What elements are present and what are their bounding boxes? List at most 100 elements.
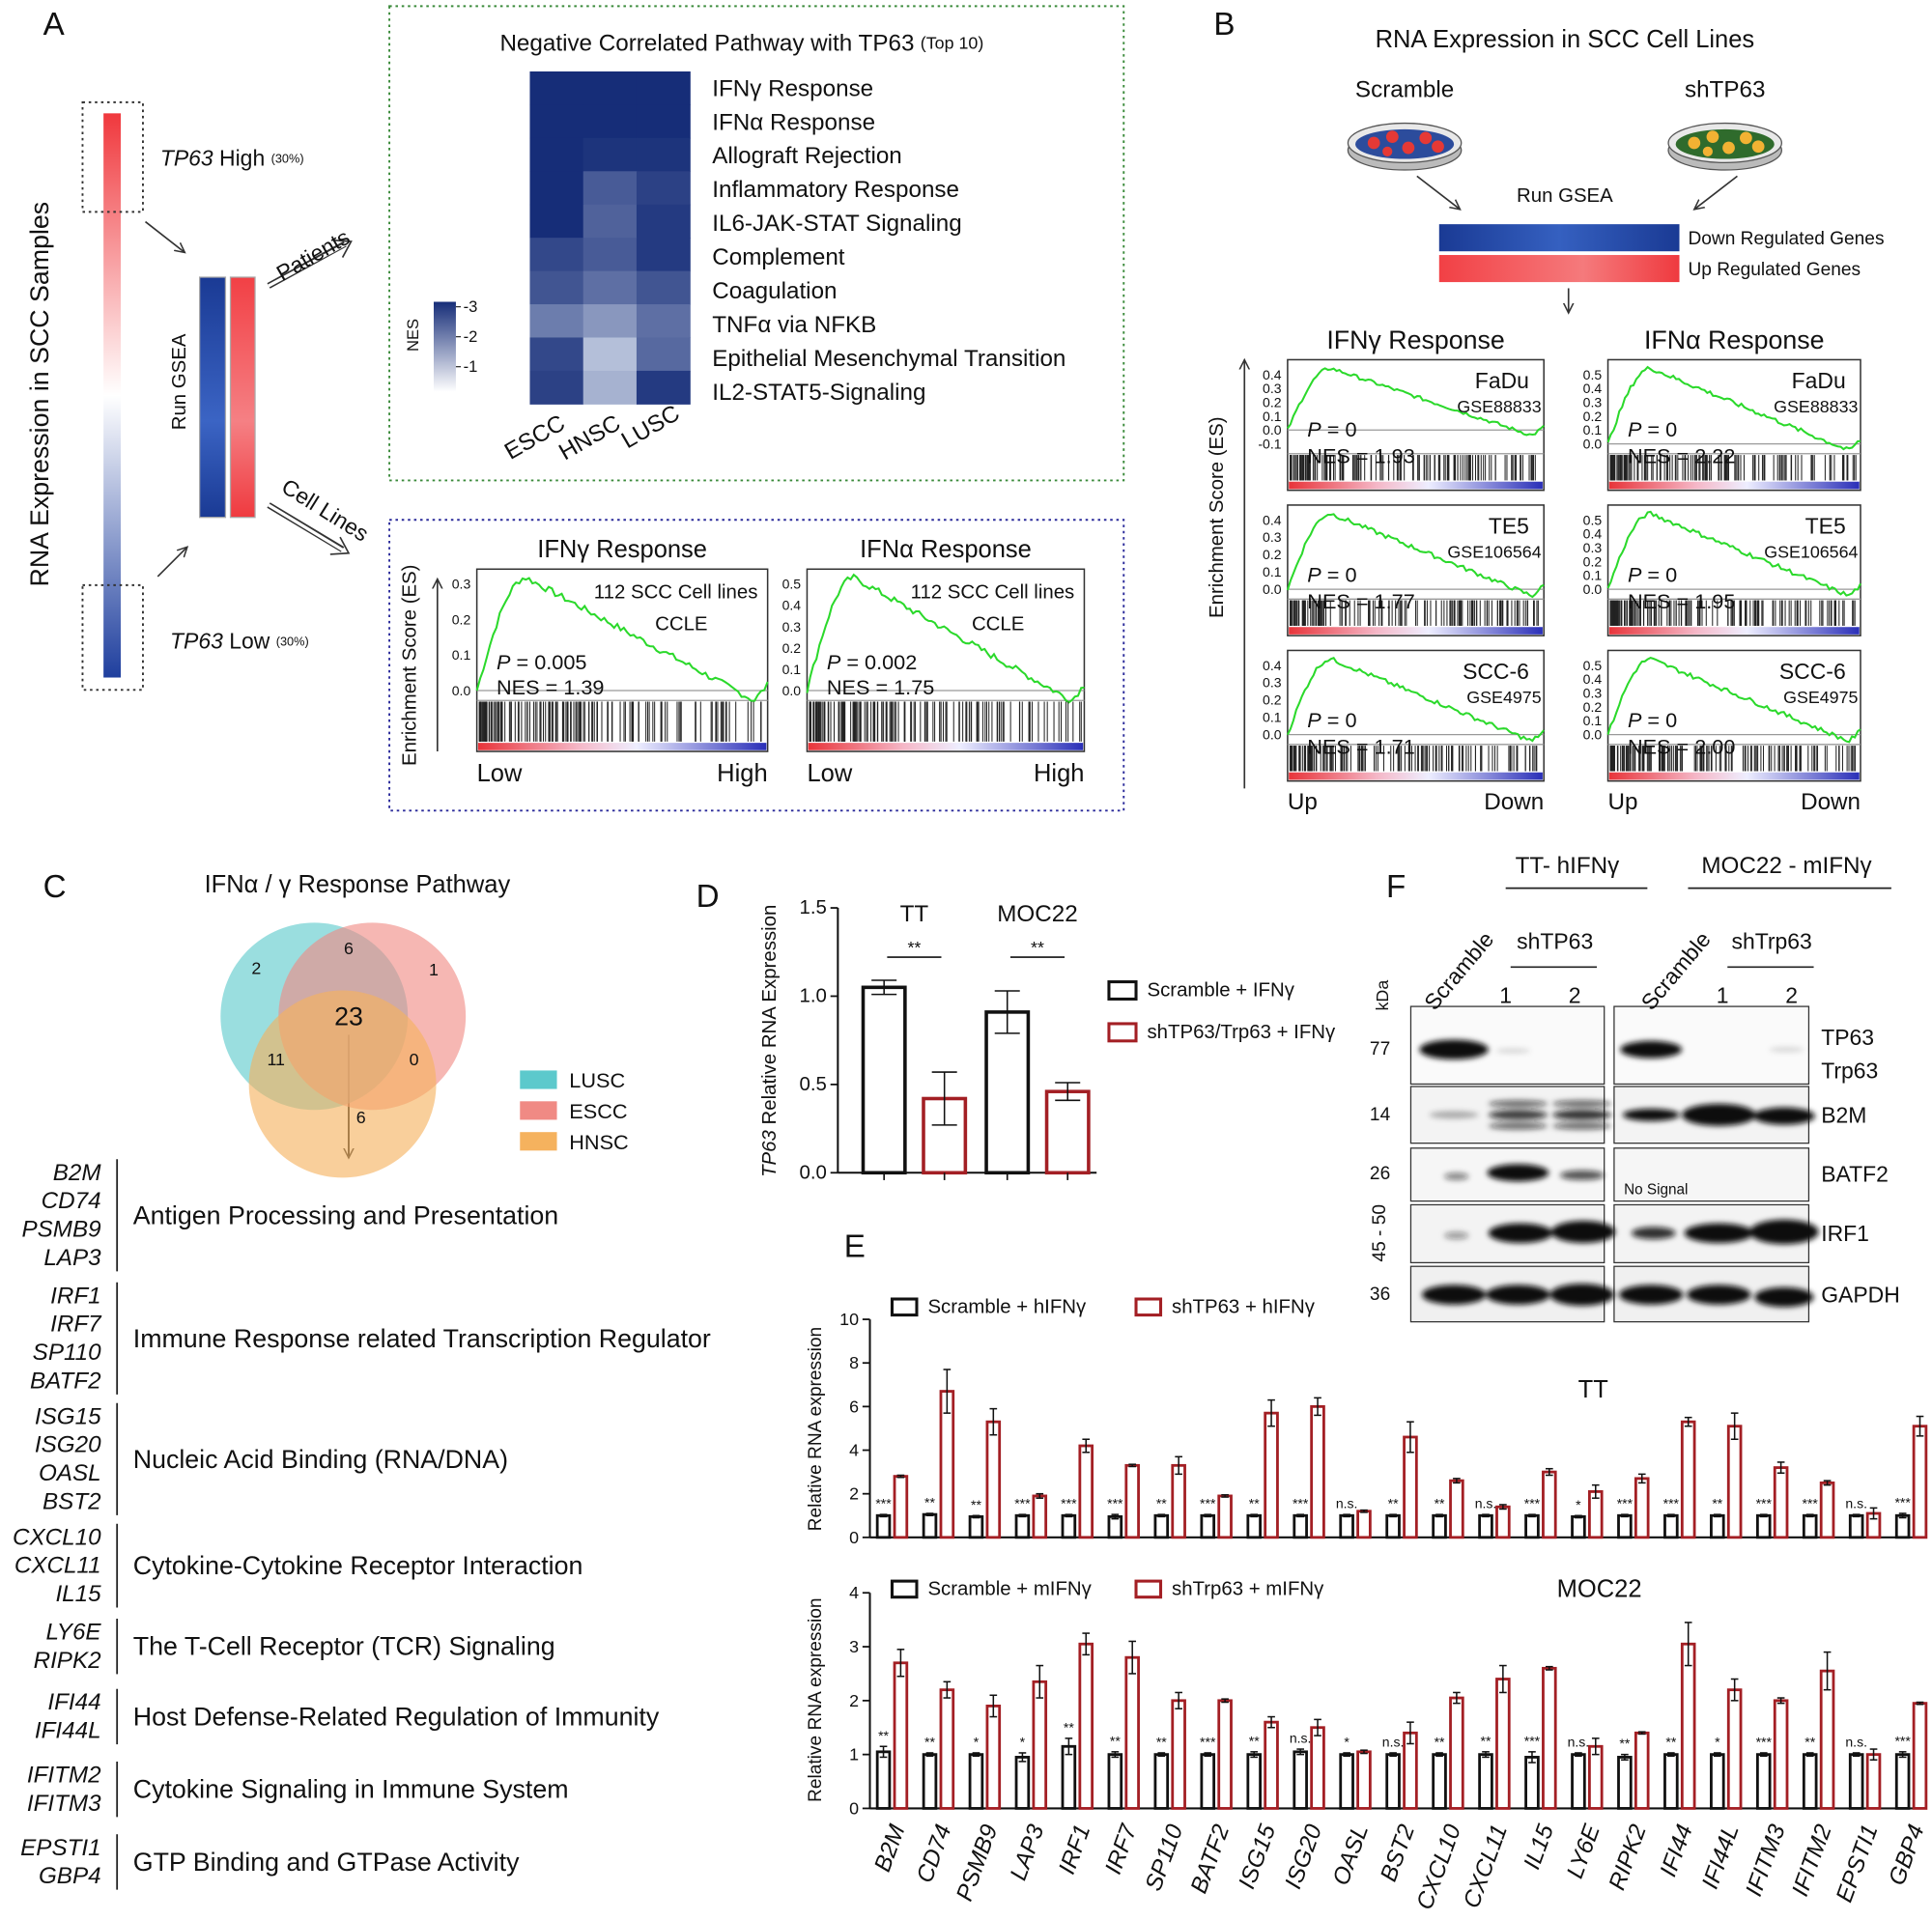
bar [1356, 1750, 1372, 1810]
x-tick-label: LY6E [1562, 1821, 1605, 1882]
lane-label: Scramble [1636, 927, 1716, 1015]
bar [1032, 1680, 1048, 1810]
bar [1773, 1699, 1789, 1810]
bar [1524, 1513, 1540, 1539]
heatmap-cell [529, 337, 584, 372]
significance: *** [1617, 1496, 1634, 1511]
significance: *** [1200, 1734, 1216, 1749]
significance: *** [1061, 1496, 1077, 1511]
label: B [1213, 7, 1235, 42]
heatmap-cell [636, 370, 691, 405]
significance: ** [907, 938, 921, 957]
legend-swatch [520, 1101, 557, 1120]
legend-swatch [1134, 1297, 1163, 1317]
label: NES = 1.93 [1307, 443, 1414, 467]
bar [1124, 1655, 1140, 1810]
group-description: Cytokine Signaling in Immune System [133, 1775, 569, 1804]
bar [1663, 1513, 1679, 1539]
rank-strip [1289, 627, 1543, 635]
y-tick-label: 1.0 [800, 985, 827, 1006]
x-tick-label: CXCL10 [1411, 1821, 1466, 1913]
label: NES = 1.39 [497, 675, 604, 699]
gene-label: IFI44L [35, 1718, 101, 1744]
y-tick-label: 0.4 [1583, 526, 1603, 542]
gene-label: OASL [39, 1460, 101, 1486]
label: GSE4975 [1466, 688, 1541, 707]
es-curve [1606, 657, 1861, 744]
significance: *** [1803, 1496, 1819, 1511]
bar [1310, 1404, 1325, 1539]
significance: * [1344, 1734, 1350, 1749]
legend-label: Scramble + hIFNγ [927, 1296, 1087, 1317]
panel-b-layout [1244, 122, 1783, 789]
x-tick-label: CXCL11 [1459, 1821, 1513, 1912]
significance: *** [1524, 1733, 1541, 1748]
bar [985, 1705, 1002, 1810]
heatmap-cell [636, 137, 691, 172]
label-part: P [1628, 707, 1642, 731]
es-curve [1287, 367, 1545, 437]
bar [893, 1475, 909, 1539]
significance: ** [924, 1734, 935, 1749]
heatmap-title: Negative Correlated Pathway with TP63 (To… [499, 30, 983, 56]
bar [1217, 1494, 1233, 1539]
bar [1710, 1513, 1725, 1539]
bar [861, 985, 907, 1175]
bar [1802, 1513, 1818, 1539]
dotted-box [388, 519, 1125, 812]
bar [1663, 1753, 1679, 1810]
legend-label: shTP63 + hIFNγ [1172, 1296, 1316, 1317]
gene-label: RIPK2 [34, 1648, 102, 1674]
bar [1107, 1753, 1123, 1810]
group-description: Antigen Processing and Presentation [133, 1200, 558, 1229]
blot-header: TT- hIFNγ [1516, 853, 1621, 879]
kda-label: 45 - 50 [1370, 1204, 1390, 1262]
bar [1385, 1753, 1401, 1810]
heatmap-cell [636, 104, 691, 139]
rank-strip [1608, 772, 1860, 780]
bar [1894, 1513, 1911, 1539]
x-tick-label: CD74 [912, 1821, 957, 1886]
bar [1819, 1481, 1835, 1539]
y-tick-label: 0.3 [1583, 540, 1603, 555]
legend-label: shTrp63 + mIFNγ [1172, 1578, 1324, 1599]
heatmap-title-part: (Top 10) [921, 34, 983, 53]
label: TP63 Low (30%) [170, 628, 309, 653]
y-tick-label: 0.2 [452, 611, 471, 627]
x-label: Low [477, 760, 523, 787]
bar [968, 1514, 984, 1539]
label: P = 0.002 [827, 649, 917, 673]
x-tick-label: IRF1 [1054, 1821, 1095, 1878]
gene-label: IFITM2 [27, 1763, 101, 1789]
legend-swatch [1134, 1579, 1163, 1599]
gene-label: ISG15 [35, 1403, 101, 1429]
group-description: Immune Response related Transcription Re… [133, 1324, 711, 1353]
label-part: = 0 [1321, 707, 1357, 731]
up-bar [1438, 255, 1680, 283]
bar [1044, 1089, 1091, 1175]
x-tick-label: BATF2 [1186, 1821, 1236, 1897]
y-tick-label: 0.4 [1263, 367, 1282, 382]
heatmap-cell [636, 304, 691, 338]
bar [1200, 1753, 1216, 1810]
label-part: = 0 [1321, 416, 1357, 440]
heatmap-cell [582, 304, 638, 338]
x-tick-label: LAP3 [1006, 1821, 1050, 1883]
bar [1912, 1702, 1928, 1810]
label-part: P [1628, 416, 1642, 440]
label-part: P [1307, 562, 1321, 586]
y-tick-label: 0.5 [1583, 512, 1603, 527]
gene-label: IL15 [55, 1581, 101, 1607]
x-tick-label: SP110 [1141, 1821, 1189, 1894]
y-tick-label: 0.5 [1583, 658, 1603, 673]
legend-label: Scramble + mIFNγ [927, 1578, 1092, 1599]
western-blot [1409, 1005, 1819, 1323]
x-label: Low [807, 760, 852, 787]
label-part: = 0 [1321, 562, 1357, 586]
x-tick-label: BST2 [1376, 1821, 1420, 1885]
x-label: Down [1484, 789, 1544, 815]
rank-strip [477, 743, 767, 750]
bar [1848, 1513, 1864, 1539]
bar [1153, 1513, 1170, 1539]
significance: ** [1712, 1496, 1722, 1511]
